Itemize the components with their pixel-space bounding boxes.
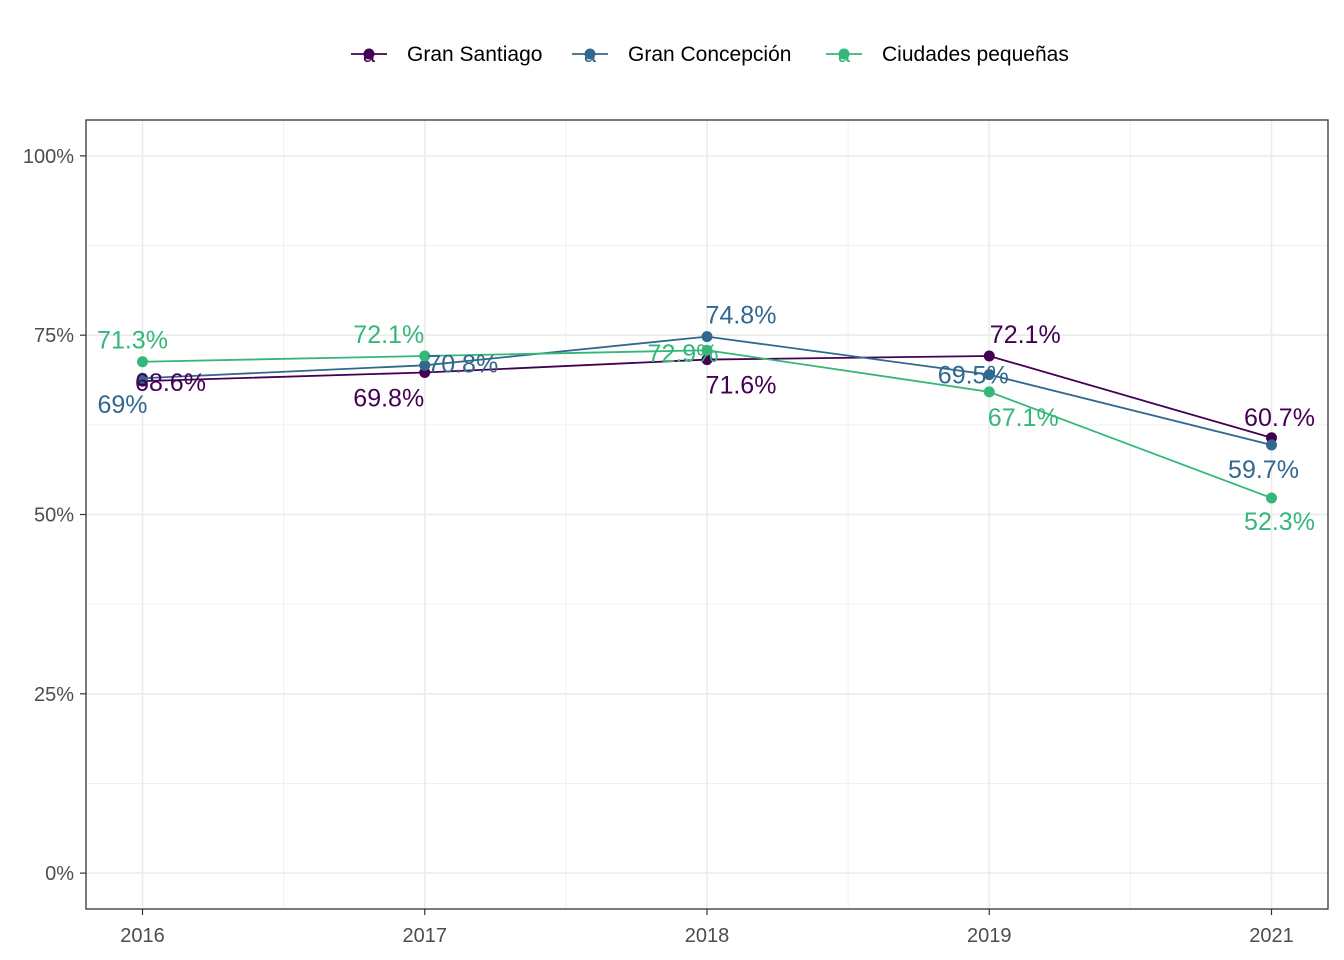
data-point [137, 356, 148, 368]
legend-key-text-glyph: a [584, 42, 597, 67]
data-point [983, 369, 995, 381]
data-label: 67.1% [988, 404, 1059, 432]
legend: a Gran Santiago a Gran Concepción a Ciudades … [351, 42, 1069, 67]
plot-area: 68.6% 69.8% 71.6% 72.1% 60.7% 69% 70.8% 74.8% 69… [85, 119, 1329, 910]
data-label: 74.8% [706, 302, 777, 330]
y-tick-label: 0% [45, 863, 74, 885]
data-label: 70.8% [427, 350, 498, 378]
data-label: 72.9% [648, 340, 719, 368]
data-point [137, 372, 148, 384]
legend-key-point [584, 48, 596, 60]
x-tick-label: 2021 [1249, 925, 1294, 947]
data-label: 72.1% [353, 321, 424, 349]
data-point [983, 386, 995, 398]
series-points [137, 331, 1277, 504]
data-point [419, 359, 431, 371]
data-point [701, 354, 713, 366]
data-point [701, 331, 713, 343]
legend-label: Ciudades pequeñas [882, 43, 1069, 66]
data-point [419, 350, 431, 362]
x-tick-label: 2018 [685, 925, 730, 947]
legend-key-point [838, 48, 850, 60]
x-axis: 2016 2017 2018 2019 2021 [120, 909, 1294, 947]
y-axis: 0% 25% 50% 75% 100% [23, 146, 86, 885]
data-point [701, 344, 713, 356]
y-tick-label: 100% [23, 146, 74, 168]
data-label: 52.3% [1244, 508, 1315, 536]
data-label: 72.1% [990, 321, 1061, 349]
data-label: 71.6% [706, 372, 777, 400]
data-point [983, 350, 995, 362]
y-tick-label: 25% [34, 684, 74, 706]
legend-key-text-glyph: a [838, 42, 851, 67]
data-label: 68.6% [135, 369, 206, 397]
legend-key-text-glyph: a [363, 42, 376, 67]
x-tick-label: 2019 [967, 925, 1012, 947]
x-tick-label: 2017 [403, 925, 448, 947]
data-labels: 68.6% 69.8% 71.6% 72.1% 60.7% 69% 70.8% 74.8% 69… [97, 302, 1315, 536]
grid [86, 120, 1328, 909]
data-label: 69% [97, 391, 147, 419]
data-label: 69.5% [938, 362, 1009, 390]
y-tick-label: 75% [34, 325, 74, 347]
legend-label: Gran Concepción [628, 43, 791, 66]
legend-key-point [363, 48, 375, 60]
x-tick-label: 2016 [120, 925, 165, 947]
data-point [1266, 492, 1277, 504]
data-label: 59.7% [1228, 456, 1299, 484]
data-label: 71.3% [97, 327, 168, 355]
y-tick-label: 50% [34, 505, 74, 527]
legend-label: Gran Santiago [407, 43, 542, 66]
data-label: 60.7% [1244, 404, 1315, 432]
data-point [1266, 439, 1277, 451]
data-label: 69.8% [353, 384, 424, 412]
